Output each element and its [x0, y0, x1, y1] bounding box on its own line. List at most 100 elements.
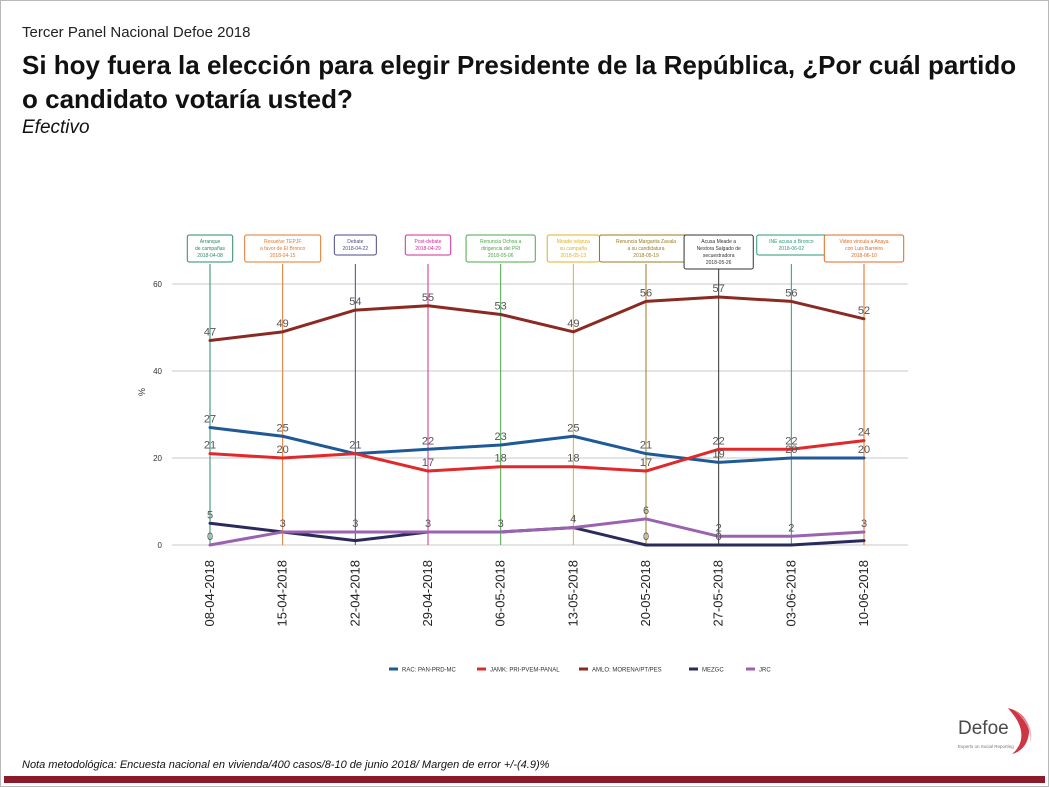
data-label: 27 [204, 414, 216, 426]
data-label: 4 [570, 514, 576, 526]
event-label: 2018-05-06 [488, 253, 514, 259]
data-label: 53 [495, 300, 507, 312]
data-label: 22 [713, 435, 725, 447]
data-label: 20 [858, 444, 870, 456]
data-label: 3 [352, 518, 358, 530]
event-label: 2018-06-02 [779, 246, 805, 252]
event-label: 2018-06-10 [851, 253, 877, 259]
x-tick-label: 29-04-2018 [420, 560, 435, 627]
event-label: de campañas [195, 246, 226, 252]
event-label: 2018-04-22 [343, 246, 369, 252]
event-box [683, 234, 754, 270]
panel-kicker: Tercer Panel Nacional Defoe 2018 [22, 24, 251, 41]
chart-subtitle: Efectivo [22, 117, 90, 138]
defoe-logo: Defoe Experts on Social Reporting [958, 706, 1038, 756]
event-label: Renuncia Ochoa a [480, 239, 522, 245]
legend-label: MEZGC [702, 668, 724, 674]
y-tick-label: 60 [153, 280, 162, 289]
data-label: 25 [277, 422, 289, 434]
data-label: 55 [422, 292, 434, 304]
event-label: 2018-04-29 [415, 246, 441, 252]
logo-swoosh-icon [1008, 708, 1032, 754]
logo-name: Defoe [958, 718, 1009, 739]
event-label: Debate [347, 239, 363, 245]
data-label: 21 [640, 440, 652, 452]
data-label: 3 [498, 518, 504, 530]
event-label: Acusa Meade a [701, 239, 736, 245]
data-label: 3 [425, 518, 431, 530]
legend-label: RAC: PAN-PRD-MC [402, 668, 457, 674]
event-label: 2018-05-13 [561, 253, 587, 259]
event-label: 2018-05-26 [706, 260, 732, 266]
event-label: dirigencia del PRI [481, 246, 520, 252]
data-label: 57 [713, 283, 725, 295]
data-label: 0 [716, 531, 722, 543]
data-label: 22 [785, 435, 797, 447]
x-tick-label: 08-04-2018 [202, 560, 217, 627]
event-label: a su candidatura [628, 246, 665, 252]
event-label: Post-debate [415, 239, 442, 245]
data-label: 0 [643, 531, 649, 543]
series-line-2 [208, 295, 866, 343]
logo-tagline: Experts on Social Reporting [958, 744, 1014, 749]
chart-title: Si hoy fuera la elección para elegir Pre… [22, 50, 1017, 114]
data-label: 20 [277, 444, 289, 456]
x-tick-label: 03-06-2018 [783, 560, 798, 627]
event-label: Renuncia Margarita Zavala [616, 239, 676, 245]
event-label: Meade relanza [557, 239, 590, 245]
data-label: 56 [785, 287, 797, 299]
event-box [465, 234, 536, 263]
data-label: 18 [495, 453, 507, 465]
x-tick-label: 27-05-2018 [711, 560, 726, 627]
data-label: 24 [858, 427, 870, 439]
event-label: su campaña [560, 246, 587, 252]
event-label: 2018-04-15 [270, 253, 296, 259]
legend-label: AMLO: MORENA/PT/PES [592, 668, 662, 674]
y-tick-label: 0 [158, 541, 163, 550]
x-tick-label: 10-06-2018 [856, 560, 871, 627]
event-label: secuestradora [703, 253, 735, 259]
data-label: 17 [640, 457, 652, 469]
event-box [823, 234, 905, 263]
event-box [186, 234, 234, 263]
event-label: 2018-04-08 [197, 253, 223, 259]
methodology-note: Nota metodológica: Encuesta nacional en … [22, 759, 550, 771]
series-line-4 [208, 517, 866, 547]
event-label: Resuelve TEPJF [264, 239, 301, 245]
y-tick-label: 40 [153, 367, 162, 376]
data-label: 17 [422, 457, 434, 469]
data-label: 21 [349, 440, 361, 452]
event-box [404, 234, 452, 256]
x-tick-label: 20-05-2018 [638, 560, 653, 627]
event-label: con Luis Barreiro [845, 246, 883, 252]
series-line-1 [208, 439, 866, 473]
event-label: Arranque [200, 239, 221, 245]
data-label: 2 [788, 522, 794, 534]
data-label: 2 [716, 522, 722, 534]
legend-label: JAMK: PRI-PVEM-PANAL [490, 668, 560, 674]
data-label: 49 [567, 318, 579, 330]
data-label: 0 [207, 531, 213, 543]
data-label: 18 [567, 453, 579, 465]
y-tick-label: 20 [153, 454, 162, 463]
data-label: 52 [858, 305, 870, 317]
data-label: 47 [204, 327, 216, 339]
data-label: 20 [785, 444, 797, 456]
data-label: 6 [643, 505, 649, 517]
series-line-0 [208, 426, 866, 464]
data-label: 5 [207, 509, 213, 521]
event-box [756, 234, 827, 256]
y-axis-label: % [137, 388, 147, 396]
data-label: 56 [640, 287, 652, 299]
data-label: 23 [495, 431, 507, 443]
x-tick-label: 15-04-2018 [275, 560, 290, 627]
data-label: 3 [861, 518, 867, 530]
data-label: 49 [277, 318, 289, 330]
event-label: INE acusa a Bronco [769, 239, 814, 245]
data-label: 25 [567, 422, 579, 434]
data-label: 19 [713, 448, 725, 460]
data-label: 54 [349, 296, 361, 308]
x-tick-label: 22-04-2018 [347, 560, 362, 627]
event-box [333, 234, 377, 256]
